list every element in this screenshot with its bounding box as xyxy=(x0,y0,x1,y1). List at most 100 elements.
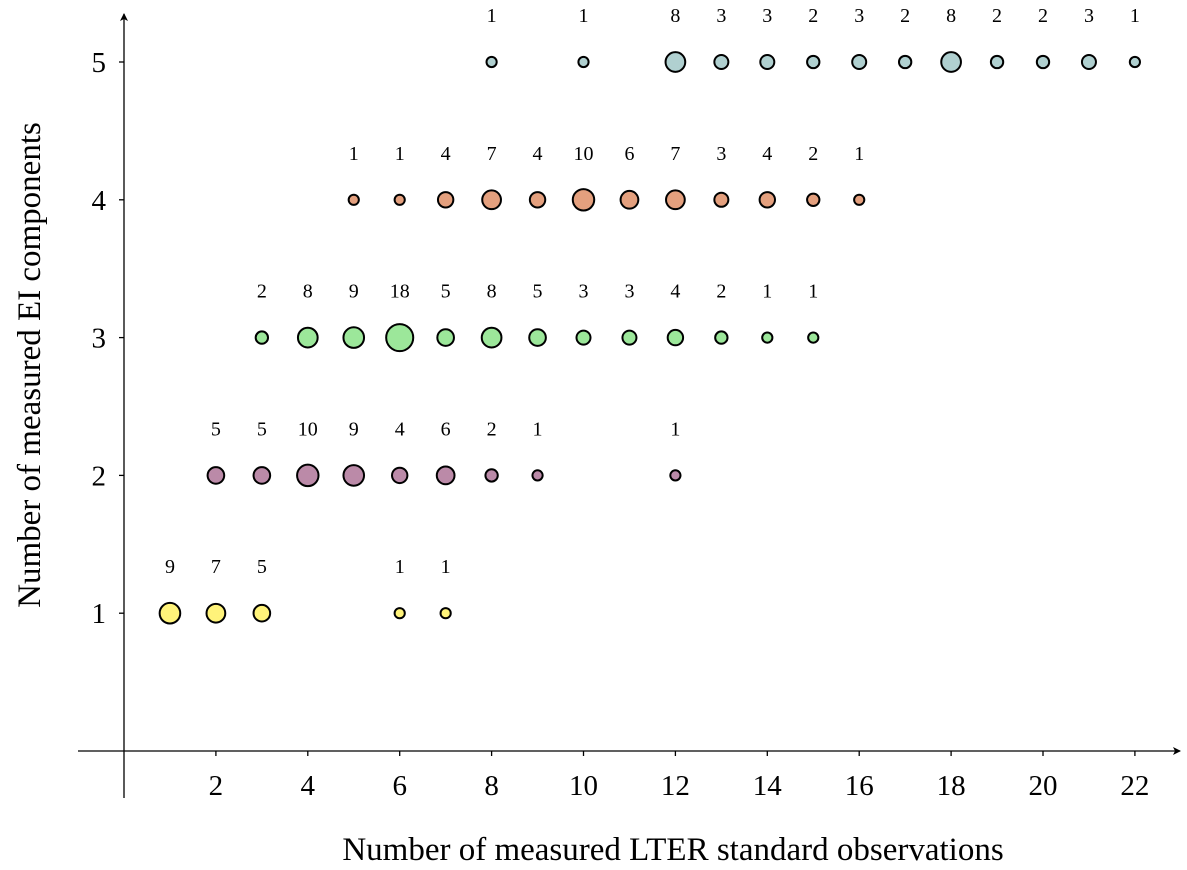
bubble-point xyxy=(619,189,640,210)
bubble-count-label: 1 xyxy=(395,143,405,165)
bubble-count-label: 7 xyxy=(487,143,497,165)
bubble-count-label: 4 xyxy=(441,143,451,165)
bubble-count-label: 4 xyxy=(670,281,680,303)
bubble-point xyxy=(391,466,409,485)
x-tick-label: 4 xyxy=(301,770,316,802)
bubble-count-label: 1 xyxy=(487,5,497,27)
bubble-point xyxy=(758,191,776,209)
bubble-point xyxy=(806,54,821,70)
bubble-count-label: 8 xyxy=(487,281,497,303)
bubble-point xyxy=(807,331,820,344)
bubble-count-label: 3 xyxy=(1084,5,1094,27)
bubble-count-label: 1 xyxy=(762,281,772,303)
bubble-point xyxy=(342,326,366,349)
bubble-point xyxy=(528,328,547,347)
bubbles: 9 7 5 1 15 5 10 9 4 6 2 1 12 8 9 18 5 8 5 3 3 4 2 1 11 1 4 7 4 10 6 7 3 4… xyxy=(158,5,1142,625)
bubble-count-label: 4 xyxy=(395,418,405,440)
x-ticks: 2 4 6 8 10 12 14 16 18 20 22 xyxy=(209,751,1149,802)
bubble-count-label: 5 xyxy=(533,281,543,303)
y-tick-label: 5 xyxy=(92,47,107,79)
bubble-point xyxy=(435,465,456,486)
bubble-point xyxy=(1128,55,1142,69)
bubble-count-label: 1 xyxy=(441,556,451,578)
x-tick-label: 20 xyxy=(1029,770,1058,802)
bubble-count-label: 2 xyxy=(808,5,818,27)
bubble-point xyxy=(342,464,366,487)
bubble-count-label: 3 xyxy=(624,281,634,303)
bubble-count-label: 2 xyxy=(716,281,726,303)
bubble-count-label: 7 xyxy=(670,143,680,165)
bubble-point xyxy=(664,51,687,73)
bubble-point xyxy=(669,469,682,482)
bubble-count-label: 1 xyxy=(854,143,864,165)
bubble-count-label: 10 xyxy=(574,143,594,165)
bubble-count-label: 7 xyxy=(211,556,221,578)
x-tick-label: 14 xyxy=(753,770,783,802)
bubble-count-label: 1 xyxy=(670,418,680,440)
bubble-count-label: 2 xyxy=(808,143,818,165)
bubble-point xyxy=(759,53,776,71)
bubble-count-label: 3 xyxy=(716,5,726,27)
bubble-point xyxy=(1080,53,1097,71)
bubble-point xyxy=(385,323,415,353)
bubble-count-label: 1 xyxy=(1130,5,1140,27)
bubble-count-label: 3 xyxy=(854,5,864,27)
bubble-point xyxy=(393,607,406,620)
bubble-count-label: 5 xyxy=(257,556,267,578)
bubble-point xyxy=(436,328,455,347)
bubble-count-label: 4 xyxy=(533,143,543,165)
x-tick-label: 10 xyxy=(569,770,598,802)
bubble-point xyxy=(528,191,547,209)
x-tick-label: 12 xyxy=(661,770,690,802)
bubble-count-label: 8 xyxy=(303,281,313,303)
y-tick-label: 4 xyxy=(92,185,107,217)
bubble-point xyxy=(439,607,452,620)
bubble-point xyxy=(531,469,544,482)
bubble-point xyxy=(252,466,272,485)
x-tick-label: 18 xyxy=(937,770,966,802)
bubble-point xyxy=(714,330,729,345)
bubble-count-label: 1 xyxy=(533,418,543,440)
bubble-count-label: 2 xyxy=(1038,5,1048,27)
bubble-point xyxy=(989,54,1005,70)
bubble-count-label: 5 xyxy=(211,418,221,440)
bubble-point xyxy=(577,55,590,69)
bubble-count-label: 9 xyxy=(349,418,359,440)
bubble-point xyxy=(713,191,730,208)
bubble-count-label: 6 xyxy=(441,418,451,440)
bubble-point xyxy=(853,193,866,206)
bubble-count-label: 3 xyxy=(762,5,772,27)
bubble-point xyxy=(347,193,360,206)
bubble-point xyxy=(296,326,319,349)
x-axis-title: Number of measured LTER standard observa… xyxy=(342,832,1003,868)
bubble-point xyxy=(254,330,270,345)
bubble-count-label: 6 xyxy=(624,143,634,165)
bubble-point xyxy=(480,326,503,349)
bubble-point xyxy=(851,53,868,71)
y-tick-label: 2 xyxy=(92,460,107,492)
bubble-point xyxy=(485,55,498,69)
bubble-count-label: 2 xyxy=(487,418,497,440)
bubble-point xyxy=(665,189,686,211)
bubble-count-label: 3 xyxy=(579,281,589,303)
bubble-point xyxy=(205,602,227,624)
y-tick-label: 3 xyxy=(92,323,107,355)
x-tick-label: 2 xyxy=(209,770,224,802)
y-axis-title: Number of measured EI components xyxy=(12,122,48,608)
bubble-point xyxy=(252,603,272,623)
bubble-point xyxy=(621,329,638,346)
bubble-count-label: 9 xyxy=(349,281,359,303)
bubble-point xyxy=(713,53,730,71)
bubble-count-label: 1 xyxy=(349,143,359,165)
bubble-point xyxy=(1035,54,1051,70)
bubble-count-label: 10 xyxy=(298,418,318,440)
bubble-count-label: 2 xyxy=(900,5,910,27)
bubble-count-label: 3 xyxy=(716,143,726,165)
bubble-point xyxy=(481,189,502,211)
bubble-point xyxy=(436,191,455,209)
bubble-point xyxy=(158,601,182,625)
bubble-point xyxy=(940,51,962,73)
y-ticks: 1 2 3 4 5 xyxy=(92,47,124,630)
bubble-count-label: 2 xyxy=(257,281,267,303)
